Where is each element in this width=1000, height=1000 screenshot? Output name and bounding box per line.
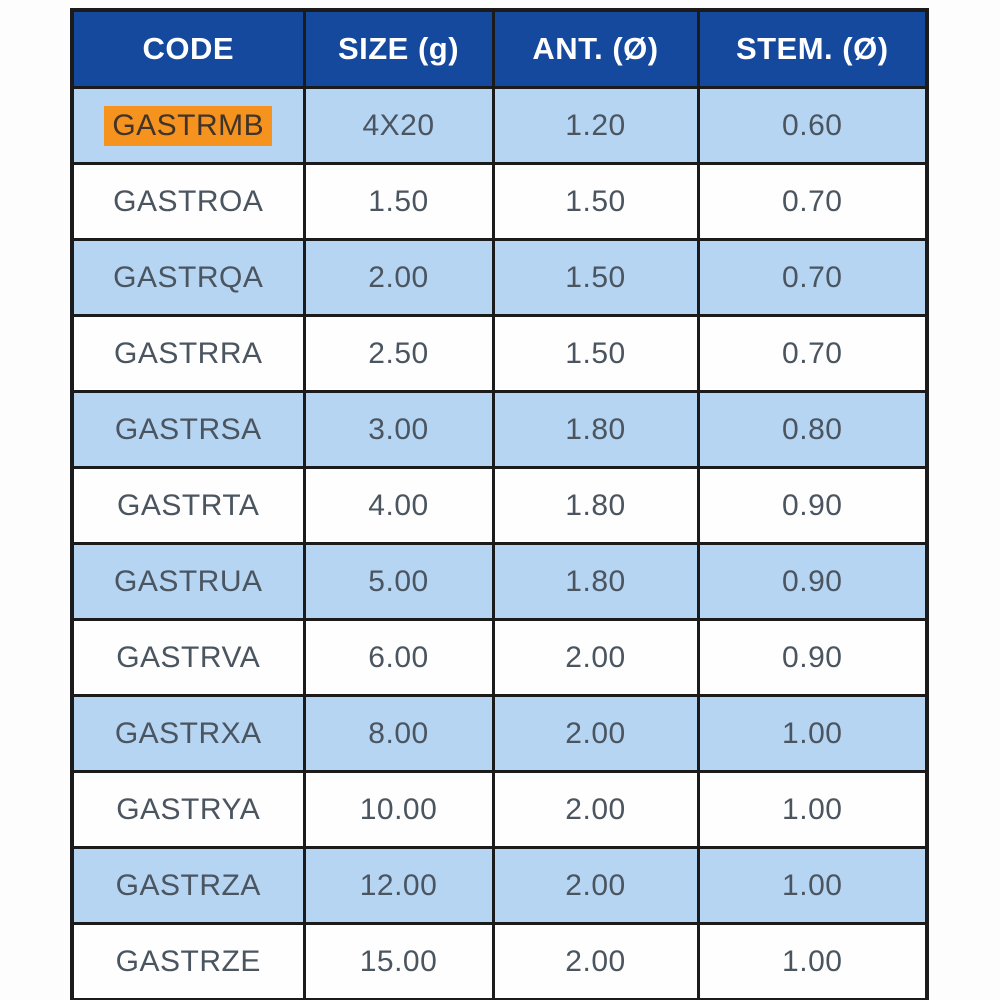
- table-row: GASTRUA 5.00 1.80 0.90: [70, 542, 929, 621]
- size-cell: 5.00: [302, 542, 495, 621]
- table-row: GASTRRA 2.50 1.50 0.70: [70, 314, 929, 393]
- stem-cell: 0.80: [696, 390, 929, 469]
- highlighted-code-text: GASTRMB: [104, 105, 273, 146]
- product-spec-table: CODE SIZE (g) ANT. (Ø) STEM. (Ø) GASTRMB 4X2…: [70, 8, 929, 1000]
- stem-cell: 0.70: [696, 314, 929, 393]
- ant-cell: 2.00: [491, 618, 700, 697]
- table-row: GASTRMB 4X20 1.20 0.60: [70, 86, 929, 165]
- table-header-row: CODE SIZE (g) ANT. (Ø) STEM. (Ø): [70, 8, 929, 89]
- ant-cell: 1.80: [491, 542, 700, 621]
- code-cell: GASTROA: [70, 162, 306, 241]
- table-header: CODE SIZE (g) ANT. (Ø) STEM. (Ø): [70, 8, 929, 89]
- table-row: GASTRXA 8.00 2.00 1.00: [70, 694, 929, 773]
- size-cell: 2.50: [302, 314, 495, 393]
- ant-cell: 2.00: [491, 922, 700, 1000]
- size-cell: 6.00: [302, 618, 495, 697]
- code-cell: GASTRUA: [70, 542, 306, 621]
- stem-cell: 0.60: [696, 86, 929, 165]
- size-cell: 10.00: [302, 770, 495, 849]
- stem-cell: 1.00: [696, 694, 929, 773]
- stem-cell: 1.00: [696, 922, 929, 1000]
- size-cell: 4X20: [302, 86, 495, 165]
- column-header-size: SIZE (g): [302, 8, 495, 89]
- size-cell: 12.00: [302, 846, 495, 925]
- table-row: GASTRZE 15.00 2.00 1.00: [70, 922, 929, 1000]
- size-cell: 2.00: [302, 238, 495, 317]
- ant-cell: 2.00: [491, 770, 700, 849]
- code-cell: GASTRZA: [70, 846, 306, 925]
- ant-cell: 1.50: [491, 314, 700, 393]
- ant-cell: 2.00: [491, 694, 700, 773]
- column-header-code: CODE: [70, 8, 306, 89]
- stem-cell: 1.00: [696, 846, 929, 925]
- table-row: GASTRYA 10.00 2.00 1.00: [70, 770, 929, 849]
- size-cell: 15.00: [302, 922, 495, 1000]
- ant-cell: 1.20: [491, 86, 700, 165]
- code-cell: GASTRQA: [70, 238, 306, 317]
- size-cell: 3.00: [302, 390, 495, 469]
- code-cell: GASTRYA: [70, 770, 306, 849]
- code-cell: GASTRSA: [70, 390, 306, 469]
- table-row: GASTRVA 6.00 2.00 0.90: [70, 618, 929, 697]
- ant-cell: 1.80: [491, 390, 700, 469]
- ant-cell: 2.00: [491, 846, 700, 925]
- column-header-ant: ANT. (Ø): [491, 8, 700, 89]
- code-cell: GASTRXA: [70, 694, 306, 773]
- code-cell: GASTRZE: [70, 922, 306, 1000]
- table-body: GASTRMB 4X20 1.20 0.60 GASTROA 1.50 1.50 0.70 GA…: [70, 86, 929, 1000]
- size-cell: 4.00: [302, 466, 495, 545]
- table-row: GASTRSA 3.00 1.80 0.80: [70, 390, 929, 469]
- stem-cell: 0.70: [696, 238, 929, 317]
- code-cell: GASTRMB: [70, 86, 306, 165]
- ant-cell: 1.50: [491, 162, 700, 241]
- stem-cell: 0.90: [696, 542, 929, 621]
- table-row: GASTRQA 2.00 1.50 0.70: [70, 238, 929, 317]
- stem-cell: 0.90: [696, 466, 929, 545]
- table-row: GASTRZA 12.00 2.00 1.00: [70, 846, 929, 925]
- size-cell: 1.50: [302, 162, 495, 241]
- stem-cell: 0.90: [696, 618, 929, 697]
- table-row: GASTROA 1.50 1.50 0.70: [70, 162, 929, 241]
- stem-cell: 1.00: [696, 770, 929, 849]
- ant-cell: 1.50: [491, 238, 700, 317]
- code-cell: GASTRRA: [70, 314, 306, 393]
- column-header-stem: STEM. (Ø): [696, 8, 929, 89]
- size-cell: 8.00: [302, 694, 495, 773]
- ant-cell: 1.80: [491, 466, 700, 545]
- table-row: GASTRTA 4.00 1.80 0.90: [70, 466, 929, 545]
- code-cell: GASTRVA: [70, 618, 306, 697]
- stem-cell: 0.70: [696, 162, 929, 241]
- code-cell: GASTRTA: [70, 466, 306, 545]
